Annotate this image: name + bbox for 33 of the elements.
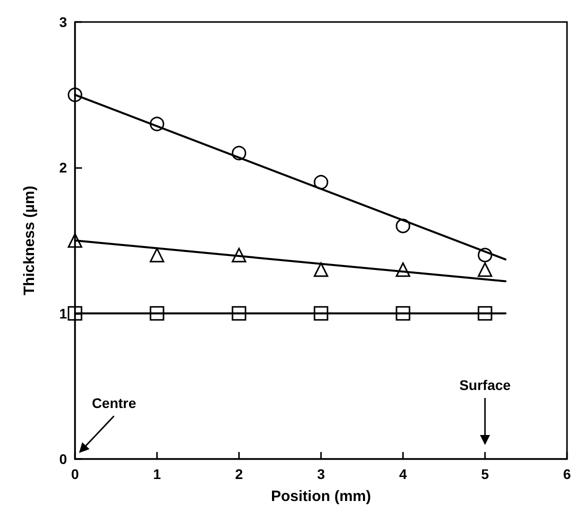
y-tick-label: 0 — [59, 451, 68, 467]
point — [314, 306, 328, 321]
x-tick-label: 1 — [153, 466, 162, 482]
point — [478, 248, 492, 262]
point — [68, 88, 82, 102]
x-tick-label: 0 — [71, 466, 80, 482]
x-tick-label: 5 — [481, 466, 490, 482]
point — [396, 306, 410, 321]
point — [232, 146, 246, 160]
x-tick-label: 3 — [317, 466, 326, 482]
point — [314, 262, 328, 277]
point — [396, 262, 410, 277]
point — [478, 306, 492, 321]
point — [68, 306, 82, 321]
x-tick-label: 2 — [235, 466, 244, 482]
y-axis-title: Thickness (µm) — [21, 186, 38, 296]
annotation: Centre — [92, 395, 136, 411]
x-tick-label: 4 — [399, 466, 408, 482]
y-tick-label: 2 — [59, 160, 68, 176]
annotation: Surface — [459, 377, 511, 393]
point — [232, 248, 246, 262]
point — [478, 262, 492, 277]
y-tick-label: 3 — [59, 14, 68, 30]
point — [314, 174, 328, 190]
point — [150, 248, 164, 262]
point — [396, 218, 410, 234]
x-tick-label: 6 — [563, 466, 572, 482]
point — [150, 306, 164, 321]
x-axis-title: Position (mm) — [271, 488, 371, 505]
point — [232, 306, 246, 321]
y-tick-label: 1 — [59, 305, 68, 322]
point — [150, 116, 164, 132]
point — [68, 233, 82, 248]
